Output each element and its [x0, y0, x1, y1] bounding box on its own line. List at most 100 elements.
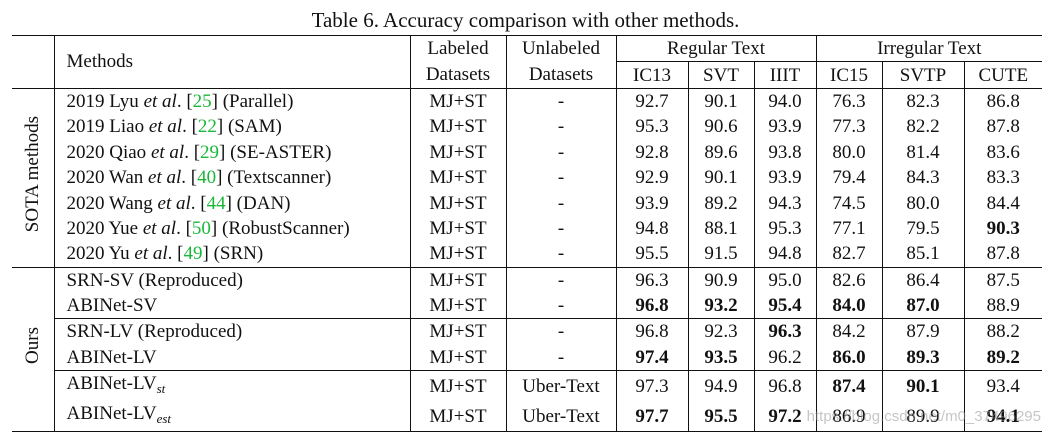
score-cell: 96.3: [616, 266, 689, 293]
unlabeled-dataset: -: [506, 114, 617, 140]
method-suffix: ] (SAM): [216, 116, 282, 138]
score-cell: 94.8: [754, 241, 817, 268]
score-cell: 90.1: [688, 88, 755, 115]
unlabeled-dataset: -: [506, 139, 617, 165]
labeled-dataset: MJ+ST: [410, 292, 507, 319]
score-cell: 87.0: [882, 292, 965, 319]
labeled-dataset: MJ+ST: [410, 215, 507, 242]
unlabeled-dataset: -: [506, 266, 617, 293]
table-row: Ours SRN-SV (Reproduced) MJ+ST -96.3 90.9 95.…: [12, 266, 1042, 433]
score-cell: 90.3: [986, 217, 1020, 239]
score-cell: 89.6: [688, 139, 755, 165]
citation-link[interactable]: 25: [192, 90, 212, 112]
table-row: SOTA methods 2019 Lyu et al. [25] (Parall…: [12, 88, 1042, 268]
score-cell: 92.9: [616, 164, 689, 191]
method-etal: et al: [157, 192, 191, 214]
score-cell: 87.9: [882, 318, 965, 345]
score-cell: 94.0: [754, 88, 817, 115]
score-cell: 89.2: [986, 346, 1020, 368]
score-cell: 95.4: [754, 292, 817, 319]
score-cell: 88.9: [986, 295, 1020, 317]
method-label: ABINet-LV: [66, 346, 157, 368]
citation-link[interactable]: 40: [197, 167, 217, 189]
labeled-header-bottom: Datasets: [410, 61, 507, 89]
score-cell: 83.6: [986, 141, 1020, 163]
method-label: SRN-SV (Reproduced): [66, 269, 243, 291]
table-row: ABINet-LV MJ+ST -97.4 93.5 96.2 86.0 89.3 89.2: [12, 344, 1042, 371]
method-prefix: 2019 Lyu: [66, 90, 144, 112]
score-cell: 92.7: [616, 88, 689, 115]
score-cell: 84.3: [882, 164, 965, 191]
score-cell: 79.4: [816, 164, 883, 191]
score-cell: 84.2: [816, 318, 883, 345]
score-cell: 96.2: [754, 344, 817, 371]
method-suffix: ] (Parallel): [211, 90, 294, 112]
score-cell: 76.3: [816, 88, 883, 115]
method-etal: et al: [148, 167, 182, 189]
score-cell: 85.1: [882, 241, 965, 268]
unlabeled-dataset: -: [506, 88, 617, 115]
method-name: SRN-LV (Reproduced): [54, 318, 411, 345]
unlabeled-dataset: -: [506, 344, 617, 371]
score-cell: 90.1: [688, 164, 755, 191]
unlabeled-dataset: Uber-Text: [506, 370, 617, 402]
labeled-dataset: MJ+ST: [410, 318, 507, 345]
method-etal: et al: [134, 243, 168, 265]
method-name: ABINet-LV: [54, 344, 411, 371]
score-cell: 94.8: [616, 215, 689, 242]
col-header-ic13: IC13: [616, 61, 689, 89]
score-cell: 89.9: [882, 401, 965, 433]
method-label: ABINet-SV: [66, 295, 158, 317]
citation-link[interactable]: 50: [191, 217, 211, 239]
score-cell: 83.3: [986, 167, 1020, 189]
method-bracket: . [: [182, 116, 198, 138]
unlabeled-header-top: Unlabeled: [506, 34, 617, 62]
regular-text-header: Regular Text: [616, 34, 817, 63]
col-header-ic15: IC15: [816, 61, 883, 89]
score-cell: 79.5: [882, 215, 965, 242]
labeled-dataset: MJ+ST: [410, 241, 507, 268]
method-name: 2019 Liao et al. [22] (SAM): [54, 114, 411, 140]
method-name: 2020 Yue et al. [50] (RobustScanner): [54, 215, 411, 242]
score-cell: 90.1: [882, 370, 965, 402]
method-etal: et al: [143, 90, 177, 112]
citation-link[interactable]: 49: [183, 243, 203, 265]
score-cell: 82.6: [816, 266, 883, 293]
unlabeled-dataset: -: [506, 241, 617, 268]
score-cell: 97.3: [616, 370, 689, 402]
unlabeled-header-bottom: Datasets: [506, 61, 617, 89]
unlabeled-dataset: -: [506, 292, 617, 319]
corner-cell: [12, 35, 55, 89]
method-bracket: . [: [181, 167, 198, 189]
group-label-text: Ours: [21, 327, 43, 365]
citation-link[interactable]: 22: [197, 116, 217, 138]
method-suffix: ] (DAN): [225, 192, 291, 214]
table-row: ABINet-LVest MJ+ST Uber-Text 97.7 95.5 97.2 86…: [12, 401, 1042, 433]
score-cell: 88.2: [964, 318, 1042, 345]
citation-link[interactable]: 44: [206, 192, 226, 214]
method-name: ABINet-SV: [54, 292, 411, 319]
score-cell: 96.3: [754, 318, 817, 345]
score-cell: 94.9: [688, 370, 755, 402]
score-cell: 92.8: [616, 139, 689, 165]
method-suffix: ] (Textscanner): [216, 167, 332, 189]
method-suffix: ] (RobustScanner): [210, 217, 350, 239]
score-cell: 87.8: [986, 243, 1020, 265]
score-cell: 90.9: [688, 266, 755, 293]
score-cell: 74.5: [816, 190, 883, 216]
method-prefix: 2020 Yu: [66, 243, 135, 265]
method-bracket: . [: [167, 243, 184, 265]
col-header-svtp: SVTP: [882, 61, 965, 89]
score-cell: 80.0: [816, 139, 883, 165]
score-cell: 77.1: [816, 215, 883, 242]
unlabeled-dataset: -: [506, 318, 617, 345]
score-cell: 89.2: [688, 190, 755, 216]
citation-link[interactable]: 29: [200, 141, 220, 163]
method-bracket: . [: [184, 141, 201, 163]
labeled-dataset: MJ+ST: [410, 266, 507, 293]
score-cell: 82.3: [882, 88, 965, 115]
score-cell: 82.2: [882, 114, 965, 140]
score-cell: 86.8: [986, 90, 1020, 112]
score-cell: 93.2: [688, 292, 755, 319]
group-label-ours: Ours: [12, 266, 55, 433]
